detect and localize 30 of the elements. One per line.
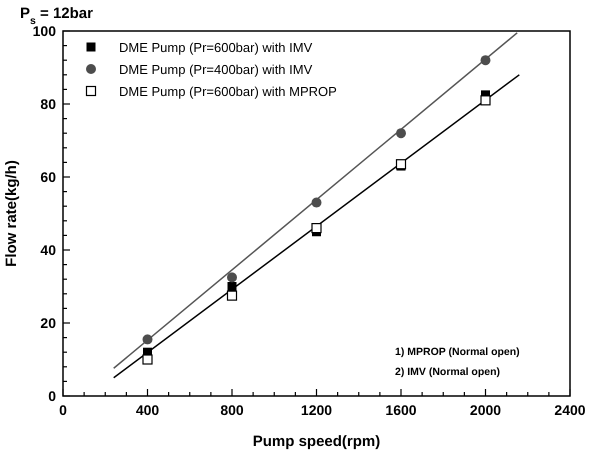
y-axis-title: Flow rate(kg/h): [3, 160, 20, 267]
point: [396, 159, 406, 170]
x-tick-label: 0: [59, 402, 68, 418]
y-tick-label: 0: [48, 388, 56, 404]
x-tick-label: 2000: [470, 402, 502, 418]
point: [142, 354, 153, 365]
point: [311, 223, 322, 234]
x-tick-label: 1600: [385, 402, 417, 418]
annotation: 1) MPROP (Normal open): [395, 346, 520, 358]
legend-label: DME Pump (Pr=600bar) with MPROP: [119, 84, 337, 99]
x-tick-label: 800: [220, 402, 244, 418]
legend-label: DME Pump (Pr=400bar) with IMV: [119, 62, 313, 77]
point: [480, 95, 491, 106]
annotation: 2) IMV (Normal open): [395, 366, 500, 378]
point: [142, 334, 152, 344]
point: [227, 272, 237, 282]
x-tick-label: 400: [136, 402, 160, 418]
point: [396, 128, 406, 138]
point: [228, 282, 236, 291]
point: [480, 55, 490, 66]
y-tick-label: 80: [40, 96, 56, 112]
point: [312, 198, 322, 208]
legend-label: DME Pump (Pr=600bar) with IMV: [119, 40, 313, 55]
y-tick-label: 60: [40, 169, 56, 185]
y-tick-label: 40: [40, 242, 56, 258]
x-tick-label: 1200: [300, 402, 332, 418]
x-axis-title: Pump speed(rpm): [252, 433, 380, 450]
point: [226, 290, 238, 301]
y-tick-label: 20: [40, 315, 56, 331]
x-tick-label: 2400: [554, 402, 586, 418]
